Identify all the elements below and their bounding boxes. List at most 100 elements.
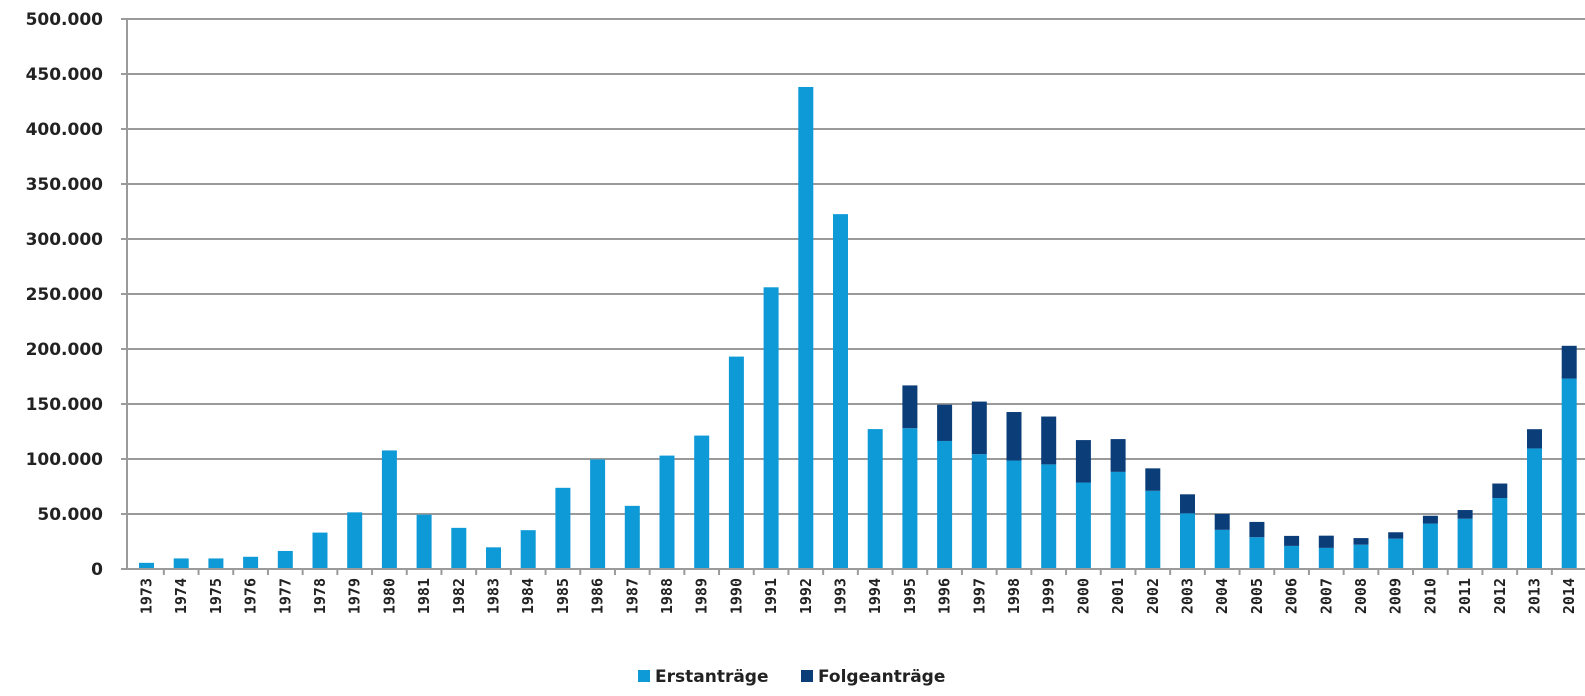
legend: Erstanträge Folgeanträge bbox=[638, 667, 945, 687]
axes bbox=[126, 19, 1585, 570]
x-tick-label-1989: 1989 bbox=[693, 578, 711, 614]
x-tick-label-1986: 1986 bbox=[589, 578, 607, 614]
x-tick-label-1987: 1987 bbox=[623, 578, 641, 614]
bar-erstantraege-1987 bbox=[624, 505, 640, 569]
x-tick-label-2007: 2007 bbox=[1317, 578, 1335, 614]
bar-folgeantraege-1999 bbox=[1041, 416, 1057, 465]
bar-erstantraege-1980 bbox=[381, 450, 397, 569]
bar-erstantraege-1990 bbox=[728, 356, 744, 569]
bar-erstantraege-1991 bbox=[763, 287, 779, 569]
y-axis-tick-labels: 0 50.000 100.000 150.000 200.000 250.000 300.0… bbox=[26, 10, 104, 580]
y-tick-label: 450.000 bbox=[26, 65, 104, 85]
bar-folgeantraege-2012 bbox=[1492, 483, 1508, 499]
y-tick-label: 150.000 bbox=[26, 395, 104, 415]
x-tick-label-1992: 1992 bbox=[797, 578, 815, 614]
bar-folgeantraege-2011 bbox=[1457, 510, 1473, 519]
bar-erstantraege-1986 bbox=[590, 459, 606, 569]
x-tick-label-1999: 1999 bbox=[1040, 578, 1058, 614]
gridlines bbox=[121, 18, 1585, 570]
x-axis-tick-labels: 1973 1974 1975 1976 1977 1978 1979 1980 1981 1982… bbox=[138, 569, 1578, 614]
bar-erstantraege-2003 bbox=[1180, 513, 1195, 569]
x-tick-label-2014: 2014 bbox=[1560, 578, 1578, 614]
x-tick-label-1979: 1979 bbox=[346, 578, 364, 614]
x-tick-label-2004: 2004 bbox=[1213, 578, 1231, 614]
bar-erstantraege-1993 bbox=[833, 214, 848, 569]
x-tick-label-2009: 2009 bbox=[1387, 578, 1405, 614]
x-tick-label-1994: 1994 bbox=[866, 578, 884, 614]
bar-folgeantraege-2008 bbox=[1353, 538, 1369, 545]
x-tick-label-1996: 1996 bbox=[936, 578, 954, 614]
bar-erstantraege-1994 bbox=[867, 429, 883, 569]
bar-erstantraege-1981 bbox=[416, 514, 432, 569]
x-tick-label-1974: 1974 bbox=[172, 578, 190, 614]
x-tick-label-1975: 1975 bbox=[207, 578, 225, 614]
bar-erstantraege-2009 bbox=[1388, 538, 1404, 569]
x-tick-label-2012: 2012 bbox=[1491, 578, 1509, 614]
bar-folgeantraege-2013 bbox=[1527, 429, 1542, 449]
bar-erstantraege-2007 bbox=[1318, 547, 1334, 569]
x-tick-label-1978: 1978 bbox=[311, 578, 329, 614]
bar-folgeantraege-2014 bbox=[1561, 345, 1577, 379]
x-tick-label-2005: 2005 bbox=[1248, 578, 1266, 614]
x-tick-label-1998: 1998 bbox=[1005, 578, 1023, 614]
bar-erstantraege-1982 bbox=[451, 527, 467, 569]
x-tick-label-1980: 1980 bbox=[380, 578, 398, 614]
bar-folgeantraege-2006 bbox=[1284, 535, 1300, 546]
y-tick-label: 100.000 bbox=[26, 450, 104, 470]
bar-erstantraege-2001 bbox=[1110, 471, 1126, 569]
x-tick-label-2002: 2002 bbox=[1144, 578, 1162, 614]
bar-folgeantraege-1996 bbox=[937, 404, 953, 441]
x-tick-label-2013: 2013 bbox=[1526, 578, 1544, 614]
bar-erstantraege-1978 bbox=[312, 532, 328, 569]
bar-erstantraege-1992 bbox=[798, 86, 814, 569]
x-tick-label-2010: 2010 bbox=[1421, 578, 1439, 614]
bar-erstantraege-1985 bbox=[555, 487, 571, 569]
bar-erstantraege-2008 bbox=[1353, 544, 1369, 569]
x-tick-label-1973: 1973 bbox=[138, 578, 156, 614]
bar-erstantraege-2014 bbox=[1561, 378, 1577, 569]
y-tick-label: 400.000 bbox=[26, 120, 104, 140]
bar-erstantraege-1997 bbox=[971, 454, 987, 569]
x-tick-label-1985: 1985 bbox=[554, 578, 572, 614]
bar-erstantraege-1988 bbox=[659, 455, 675, 569]
bar-folgeantraege-2002 bbox=[1145, 468, 1161, 491]
bar-erstantraege-1996 bbox=[937, 440, 953, 569]
bar-folgeantraege-2003 bbox=[1180, 494, 1195, 514]
bar-erstantraege-1976 bbox=[243, 556, 259, 569]
x-tick-label-1976: 1976 bbox=[242, 578, 260, 614]
x-tick-label-1990: 1990 bbox=[727, 578, 745, 614]
x-tick-label-1977: 1977 bbox=[276, 578, 294, 614]
bar-erstantraege-1999 bbox=[1041, 464, 1057, 569]
bar-folgeantraege-2000 bbox=[1075, 440, 1091, 483]
bar-erstantraege-2006 bbox=[1284, 545, 1300, 569]
legend-swatch-erstantraege bbox=[638, 670, 650, 682]
y-tick-label: 0 bbox=[91, 560, 103, 580]
bar-erstantraege-2005 bbox=[1249, 537, 1265, 569]
bar-erstantraege-1984 bbox=[520, 530, 536, 569]
bar-folgeantraege-1995 bbox=[902, 385, 918, 429]
bar-erstantraege-1983 bbox=[486, 547, 501, 569]
x-tick-label-1988: 1988 bbox=[658, 578, 676, 614]
y-tick-label: 300.000 bbox=[26, 230, 104, 250]
bar-erstantraege-2002 bbox=[1145, 490, 1161, 569]
x-tick-label-1991: 1991 bbox=[762, 578, 780, 614]
legend-label-erstantraege: Erstanträge bbox=[655, 667, 769, 687]
bar-folgeantraege-2004 bbox=[1214, 513, 1230, 530]
y-tick-label: 200.000 bbox=[26, 340, 104, 360]
x-tick-label-1982: 1982 bbox=[450, 578, 468, 614]
bar-erstantraege-1977 bbox=[277, 550, 293, 569]
bar-erstantraege-1979 bbox=[347, 512, 363, 569]
x-tick-label-1983: 1983 bbox=[485, 578, 503, 614]
bar-erstantraege-1974 bbox=[173, 558, 189, 569]
bar-erstantraege-2013 bbox=[1527, 448, 1542, 569]
bar-folgeantraege-2007 bbox=[1318, 535, 1334, 548]
bar-erstantraege-2010 bbox=[1422, 523, 1438, 569]
x-tick-label-2008: 2008 bbox=[1352, 578, 1370, 614]
x-tick-label-1997: 1997 bbox=[970, 578, 988, 614]
bar-erstantraege-2012 bbox=[1492, 498, 1508, 569]
bar-erstantraege-1998 bbox=[1006, 460, 1022, 569]
x-tick-label-2000: 2000 bbox=[1074, 578, 1092, 614]
y-tick-label: 350.000 bbox=[26, 175, 104, 195]
x-tick-label-1981: 1981 bbox=[415, 578, 433, 614]
